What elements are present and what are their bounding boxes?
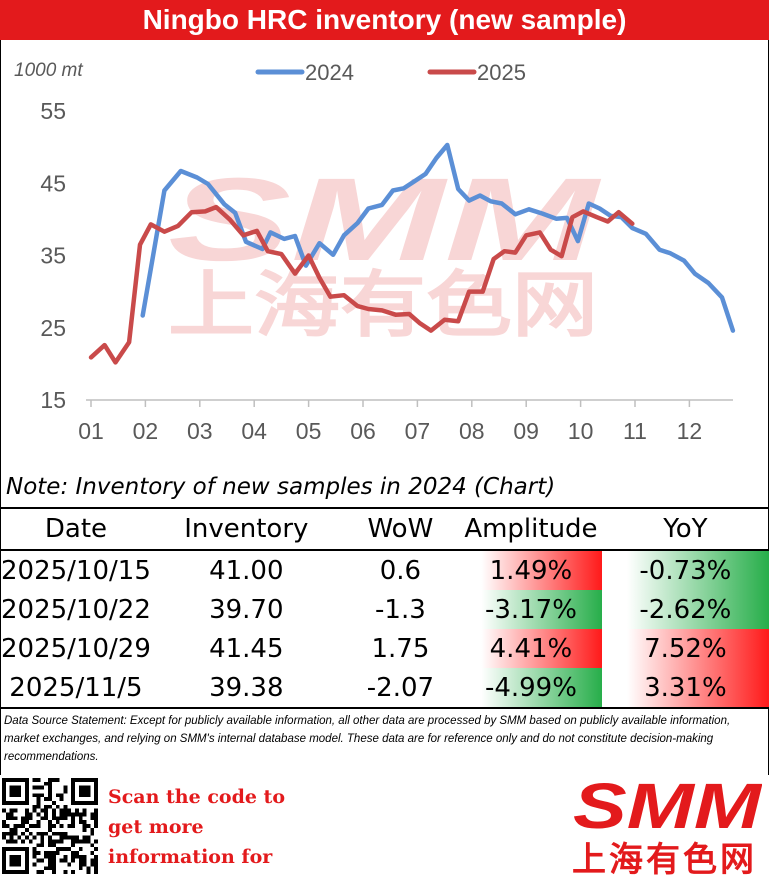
- cell-wow: 1.75: [371, 633, 430, 664]
- x-tick-label: 05: [296, 418, 322, 444]
- cell-date: 2025/11/5: [0, 668, 152, 709]
- cell-inventory: 39.38: [151, 668, 341, 709]
- header-wow: WoW: [340, 507, 461, 551]
- qr-code-icon[interactable]: [2, 778, 98, 874]
- smm-logo-text: SMM: [573, 776, 762, 836]
- cell-yoy: -0.73%: [601, 550, 769, 590]
- header-inventory: Inventory: [151, 507, 341, 551]
- cell-wow: -2.07: [340, 668, 461, 709]
- cell-inventory: 41.45: [209, 633, 284, 664]
- table-row: 2025/10/29 41.45 1.75 4.41% 7.52%: [0, 629, 769, 668]
- x-tick-label: 06: [350, 418, 376, 444]
- chart-legend: 2024 2025: [255, 60, 526, 85]
- table-header-row: Date Inventory WoW Amplitude YoY: [0, 507, 769, 551]
- legend-label-2025: 2025: [477, 60, 526, 85]
- smm-logo-chinese: 上海有色网: [572, 840, 757, 880]
- table-row: 2025/11/5 39.38 -2.07 -4.99% 3.31%: [0, 668, 769, 709]
- y-tick-label: 35: [40, 243, 66, 269]
- x-tick-label: 03: [187, 418, 213, 444]
- inventory-table: Date Inventory WoW Amplitude YoY 2025/10…: [0, 507, 769, 709]
- x-tick-label: 09: [513, 418, 539, 444]
- cell-amplitude: 1.49%: [460, 550, 602, 590]
- unit-label: 1000 mt: [14, 60, 83, 81]
- series-line-2024: [140, 142, 736, 333]
- qr-caption-line: Scan the code to: [108, 786, 286, 808]
- x-tick-label: 12: [677, 418, 703, 444]
- header-date: Date: [0, 507, 152, 551]
- table-row: 2025/10/15 41.00 0.6 1.49% -0.73%: [0, 550, 769, 590]
- series-line-2025: [88, 204, 635, 365]
- qr-caption-line: get more: [108, 816, 204, 838]
- smm-logo: SMM: [573, 776, 762, 836]
- chart-axes: 15 25 35 45 55 01 02 03 04 05 06 07 08 09 10 11 12: [40, 98, 733, 444]
- cell-date: 2025/10/15: [1, 555, 151, 586]
- y-tick-label: 15: [40, 387, 66, 413]
- x-tick-label: 04: [241, 418, 267, 444]
- y-tick-label: 45: [40, 170, 66, 196]
- watermark-text: SMM: [168, 154, 602, 286]
- legend-label-2024: 2024: [305, 60, 354, 85]
- cell-inventory: 39.70: [209, 594, 284, 625]
- table-row: 2025/10/22 39.70 -1.3 -3.17% -2.62%: [0, 590, 769, 629]
- cell-date: 2025/10/29: [1, 633, 151, 664]
- cell-amplitude: 4.41%: [460, 629, 602, 668]
- x-tick-label: 08: [459, 418, 485, 444]
- cell-wow: -1.3: [375, 594, 426, 625]
- data-source-statement: Data Source Statement: Except for public…: [4, 715, 731, 763]
- chart-title: Ningbo HRC inventory (new sample): [0, 0, 769, 40]
- header-yoy: YoY: [601, 507, 769, 551]
- cell-inventory: 41.00: [209, 555, 284, 586]
- x-tick-label: 01: [78, 418, 104, 444]
- cell-wow: 0.6: [379, 555, 422, 586]
- x-tick-label: 07: [405, 418, 431, 444]
- header-amplitude: Amplitude: [460, 507, 602, 551]
- y-tick-label: 25: [40, 315, 66, 341]
- cell-date: 2025/10/22: [1, 594, 151, 625]
- qr-caption-line: information for: [108, 846, 273, 868]
- cell-yoy: -2.62%: [601, 590, 769, 629]
- cell-yoy: 7.52%: [601, 629, 769, 668]
- watermark-chinese: 上海有色网: [168, 263, 598, 347]
- x-tick-label: 02: [133, 418, 159, 444]
- y-tick-label: 55: [40, 98, 66, 124]
- cell-yoy: 3.31%: [601, 668, 769, 709]
- qr-caption: Scan the code to get more information fo…: [108, 782, 285, 872]
- x-tick-label: 11: [623, 418, 647, 444]
- cell-amplitude: -3.17%: [460, 590, 602, 629]
- x-tick-label: 10: [568, 418, 594, 444]
- chart-series: [88, 142, 736, 365]
- cell-amplitude: -4.99%: [460, 668, 602, 709]
- chart-note: Note: Inventory of new samples in 2024 (…: [6, 474, 556, 500]
